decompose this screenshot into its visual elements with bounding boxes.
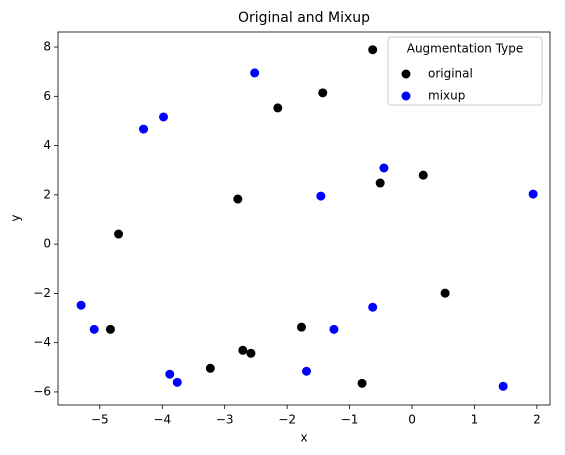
x-tick-label: 2: [533, 413, 541, 427]
x-axis-label: x: [300, 431, 307, 445]
x-tick-label: −1: [341, 413, 359, 427]
chart-title: Original and Mixup: [238, 10, 370, 26]
point: [379, 163, 389, 173]
y-tick-label: 8: [43, 40, 51, 54]
point: [368, 45, 378, 55]
point: [316, 191, 326, 201]
point: [165, 369, 175, 379]
legend-marker: [401, 91, 411, 101]
point: [238, 345, 248, 355]
legend-box: [387, 36, 543, 106]
x-tick-label: −5: [91, 413, 109, 427]
y-tick-label: 6: [43, 89, 51, 103]
y-tick-label: −4: [33, 335, 51, 349]
point: [89, 324, 99, 334]
y-tick-label: 4: [43, 138, 51, 152]
plot-frame: [57, 31, 551, 406]
legend-title: Augmentation Type: [407, 42, 524, 56]
point: [114, 229, 124, 239]
point: [498, 381, 508, 391]
point: [418, 170, 428, 180]
y-tick-label: −6: [33, 384, 51, 398]
y-tick-label: 0: [43, 237, 51, 251]
x-tick-label: 0: [408, 413, 416, 427]
point: [172, 377, 182, 387]
point: [233, 194, 243, 204]
point: [368, 302, 378, 312]
x-tick-label: −4: [153, 413, 171, 427]
x-tick-label: −3: [216, 413, 234, 427]
point: [250, 68, 260, 78]
point: [205, 363, 215, 373]
x-tick-label: −2: [278, 413, 296, 427]
point: [329, 324, 339, 334]
point: [357, 378, 367, 388]
point: [105, 324, 115, 334]
legend-label: original: [428, 67, 473, 81]
y-tick-label: −2: [33, 286, 51, 300]
legend-label: mixup: [428, 89, 465, 103]
point: [246, 348, 256, 358]
point: [139, 124, 149, 134]
point: [76, 300, 86, 310]
point: [297, 322, 307, 332]
point: [375, 178, 385, 188]
y-axis-label: y: [9, 214, 23, 221]
legend-marker: [401, 69, 411, 79]
y-tick-label: 2: [43, 187, 51, 201]
x-tick-label: 1: [471, 413, 479, 427]
point: [318, 88, 328, 98]
point: [528, 189, 538, 199]
point: [273, 103, 283, 113]
point: [301, 366, 311, 376]
point: [440, 288, 450, 298]
point: [159, 112, 169, 122]
